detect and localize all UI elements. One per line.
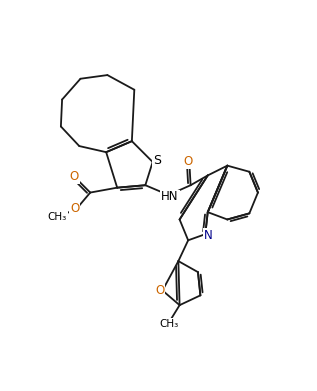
Text: O: O [184,156,193,169]
Text: CH₃: CH₃ [48,212,67,222]
Text: N: N [204,229,213,242]
Text: O: O [70,170,79,183]
Text: S: S [153,154,161,167]
Text: CH₃: CH₃ [159,319,178,329]
Text: O: O [155,284,164,297]
Text: O: O [70,202,80,215]
Text: HN: HN [161,190,178,203]
